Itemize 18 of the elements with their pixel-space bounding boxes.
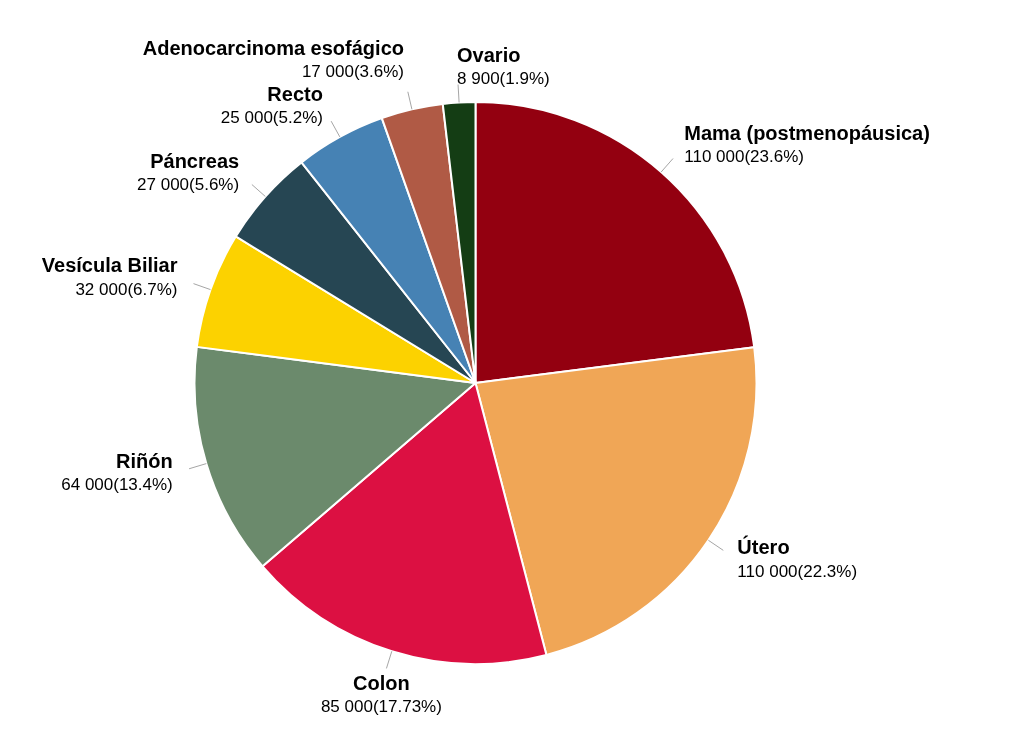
data-label: 110 000(22.3%)	[737, 561, 858, 581]
data-label: 64 000(13.4%)	[61, 475, 173, 495]
slice-label: Páncreas	[150, 149, 240, 172]
slice-label: Mama (postmenopáusica)	[684, 122, 930, 145]
slice-label: Vesícula Biliar	[41, 254, 178, 277]
data-label: 17 000(3.6%)	[301, 61, 404, 81]
data-label: 32 000(6.7%)	[75, 279, 178, 299]
data-label: 25 000(5.2%)	[220, 107, 323, 127]
slice-label: Colon	[353, 672, 410, 695]
data-label: 110 000(23.6%)	[684, 147, 804, 167]
data-label: 8 900(1.9%)	[457, 69, 550, 89]
slice-label: Ovario	[457, 44, 521, 67]
slice-label: Recto	[267, 82, 323, 105]
data-label: 27 000(5.6%)	[137, 174, 240, 194]
data-label: 85 000(17.73%)	[320, 697, 442, 717]
slice-label: Adenocarcinoma esofágico	[142, 36, 404, 59]
slice-label: Útero	[737, 535, 790, 559]
slice-label: Riñón	[116, 450, 173, 473]
